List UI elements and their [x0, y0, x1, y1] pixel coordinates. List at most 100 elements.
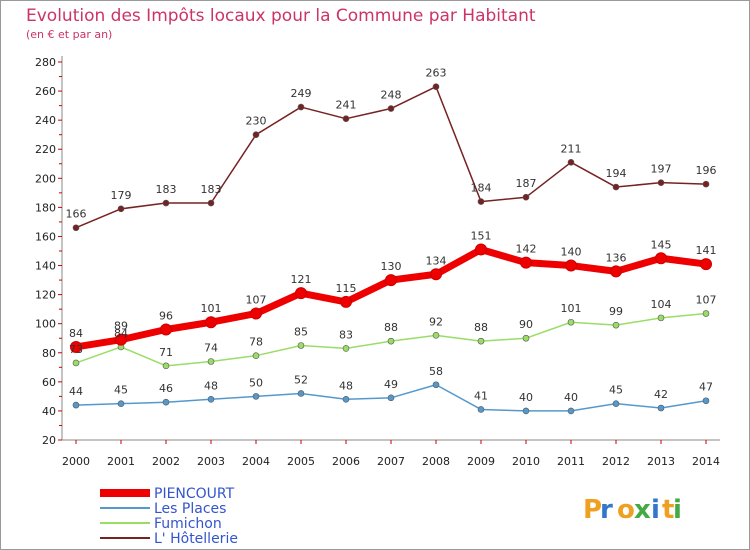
data-point — [477, 337, 485, 345]
data-label: 115 — [336, 282, 357, 295]
data-point — [522, 334, 530, 342]
logo-letter: o — [617, 495, 635, 525]
x-tick-label: 2005 — [287, 455, 315, 468]
data-point — [477, 406, 485, 413]
data-label: 50 — [249, 376, 263, 389]
data-label: 90 — [519, 318, 533, 331]
data-label: 99 — [609, 305, 623, 318]
y-tick-label: 280 — [35, 56, 56, 69]
logo-letter: r — [600, 495, 613, 525]
data-point — [162, 398, 170, 406]
data-point — [117, 205, 125, 213]
x-tick-label: 2001 — [107, 455, 135, 468]
axes: 20 40 60 80 100 120 140 160 180 200 220 240 260 280 20… — [35, 56, 720, 468]
data-point — [207, 199, 215, 207]
data-label: 194 — [606, 167, 627, 180]
data-label: 45 — [609, 384, 623, 397]
data-label: 78 — [249, 336, 263, 349]
data-point — [207, 395, 215, 403]
data-point — [387, 394, 395, 402]
data-label: 74 — [204, 341, 218, 354]
data-point — [522, 193, 530, 201]
data-point — [520, 256, 532, 269]
legend-label: Les Places — [154, 501, 226, 517]
data-point — [72, 224, 80, 232]
x-tick-label: 2000 — [62, 455, 90, 468]
y-tick-label: 260 — [35, 85, 56, 98]
data-label: 107 — [246, 294, 267, 307]
chart-title: Evolution des Impôts locaux pour la Comm… — [26, 6, 536, 26]
y-tick-label: 60 — [42, 376, 56, 389]
x-tick-label: 2012 — [602, 455, 630, 468]
data-label: 48 — [204, 379, 218, 392]
data-point — [252, 352, 260, 359]
data-point — [702, 397, 710, 405]
data-point — [567, 407, 575, 415]
data-point — [252, 393, 260, 400]
y-tick-label: 240 — [35, 114, 56, 127]
data-point — [70, 340, 82, 353]
y-tick-label: 180 — [35, 201, 56, 214]
data-label: 83 — [339, 328, 353, 341]
y-tick-label: 140 — [35, 260, 56, 273]
data-label: 134 — [426, 254, 447, 267]
data-label: 41 — [474, 389, 488, 402]
data-label: 49 — [384, 378, 398, 391]
x-tick-label: 2011 — [557, 455, 585, 468]
data-label: 249 — [291, 87, 312, 100]
data-point — [250, 307, 262, 320]
data-point — [387, 337, 395, 345]
x-tick-label: 2007 — [377, 455, 405, 468]
data-point — [657, 179, 665, 186]
y-tick-label: 160 — [35, 230, 56, 243]
data-label: 197 — [651, 163, 672, 176]
data-label: 85 — [294, 326, 308, 339]
data-point — [430, 268, 442, 281]
y-tick-label: 200 — [35, 172, 56, 185]
data-point — [565, 259, 577, 272]
data-label: 92 — [429, 315, 443, 328]
data-point — [297, 390, 305, 397]
data-point — [657, 404, 665, 412]
data-point — [72, 359, 80, 367]
data-point — [700, 258, 712, 271]
y-tick-label: 220 — [35, 143, 56, 156]
data-point — [340, 295, 352, 308]
data-point — [297, 342, 305, 349]
data-point — [205, 316, 217, 329]
data-label: 136 — [606, 251, 627, 264]
data-point — [612, 321, 620, 329]
data-point — [702, 310, 710, 317]
logo-letter: i — [673, 495, 682, 525]
data-point — [385, 274, 397, 287]
data-point — [115, 333, 127, 346]
data-label: 44 — [69, 385, 83, 398]
data-label: 40 — [519, 391, 533, 404]
data-point — [162, 199, 170, 207]
data-point — [387, 105, 395, 112]
data-point — [432, 83, 440, 91]
x-tick-label: 2013 — [647, 455, 675, 468]
data-label: 151 — [471, 230, 492, 243]
data-label: 184 — [471, 182, 492, 195]
data-label: 183 — [156, 183, 177, 196]
logo-letter: t — [662, 495, 674, 525]
data-point — [475, 243, 487, 256]
data-point — [432, 332, 440, 339]
data-label: 71 — [159, 346, 173, 359]
data-label: 84 — [114, 327, 128, 340]
data-label: 40 — [564, 391, 578, 404]
data-point — [567, 159, 575, 166]
data-label: 248 — [381, 89, 402, 102]
legend-label: Fumichon — [154, 516, 222, 532]
data-label: 183 — [201, 183, 222, 196]
data-label: 142 — [516, 243, 537, 256]
logo-letter: i — [651, 495, 660, 525]
data-label: 101 — [561, 302, 582, 315]
series-layer — [70, 83, 712, 415]
data-label: 42 — [654, 388, 668, 401]
y-tick-label: 120 — [35, 289, 56, 302]
legend-label: L' Hôtellerie — [154, 531, 238, 547]
